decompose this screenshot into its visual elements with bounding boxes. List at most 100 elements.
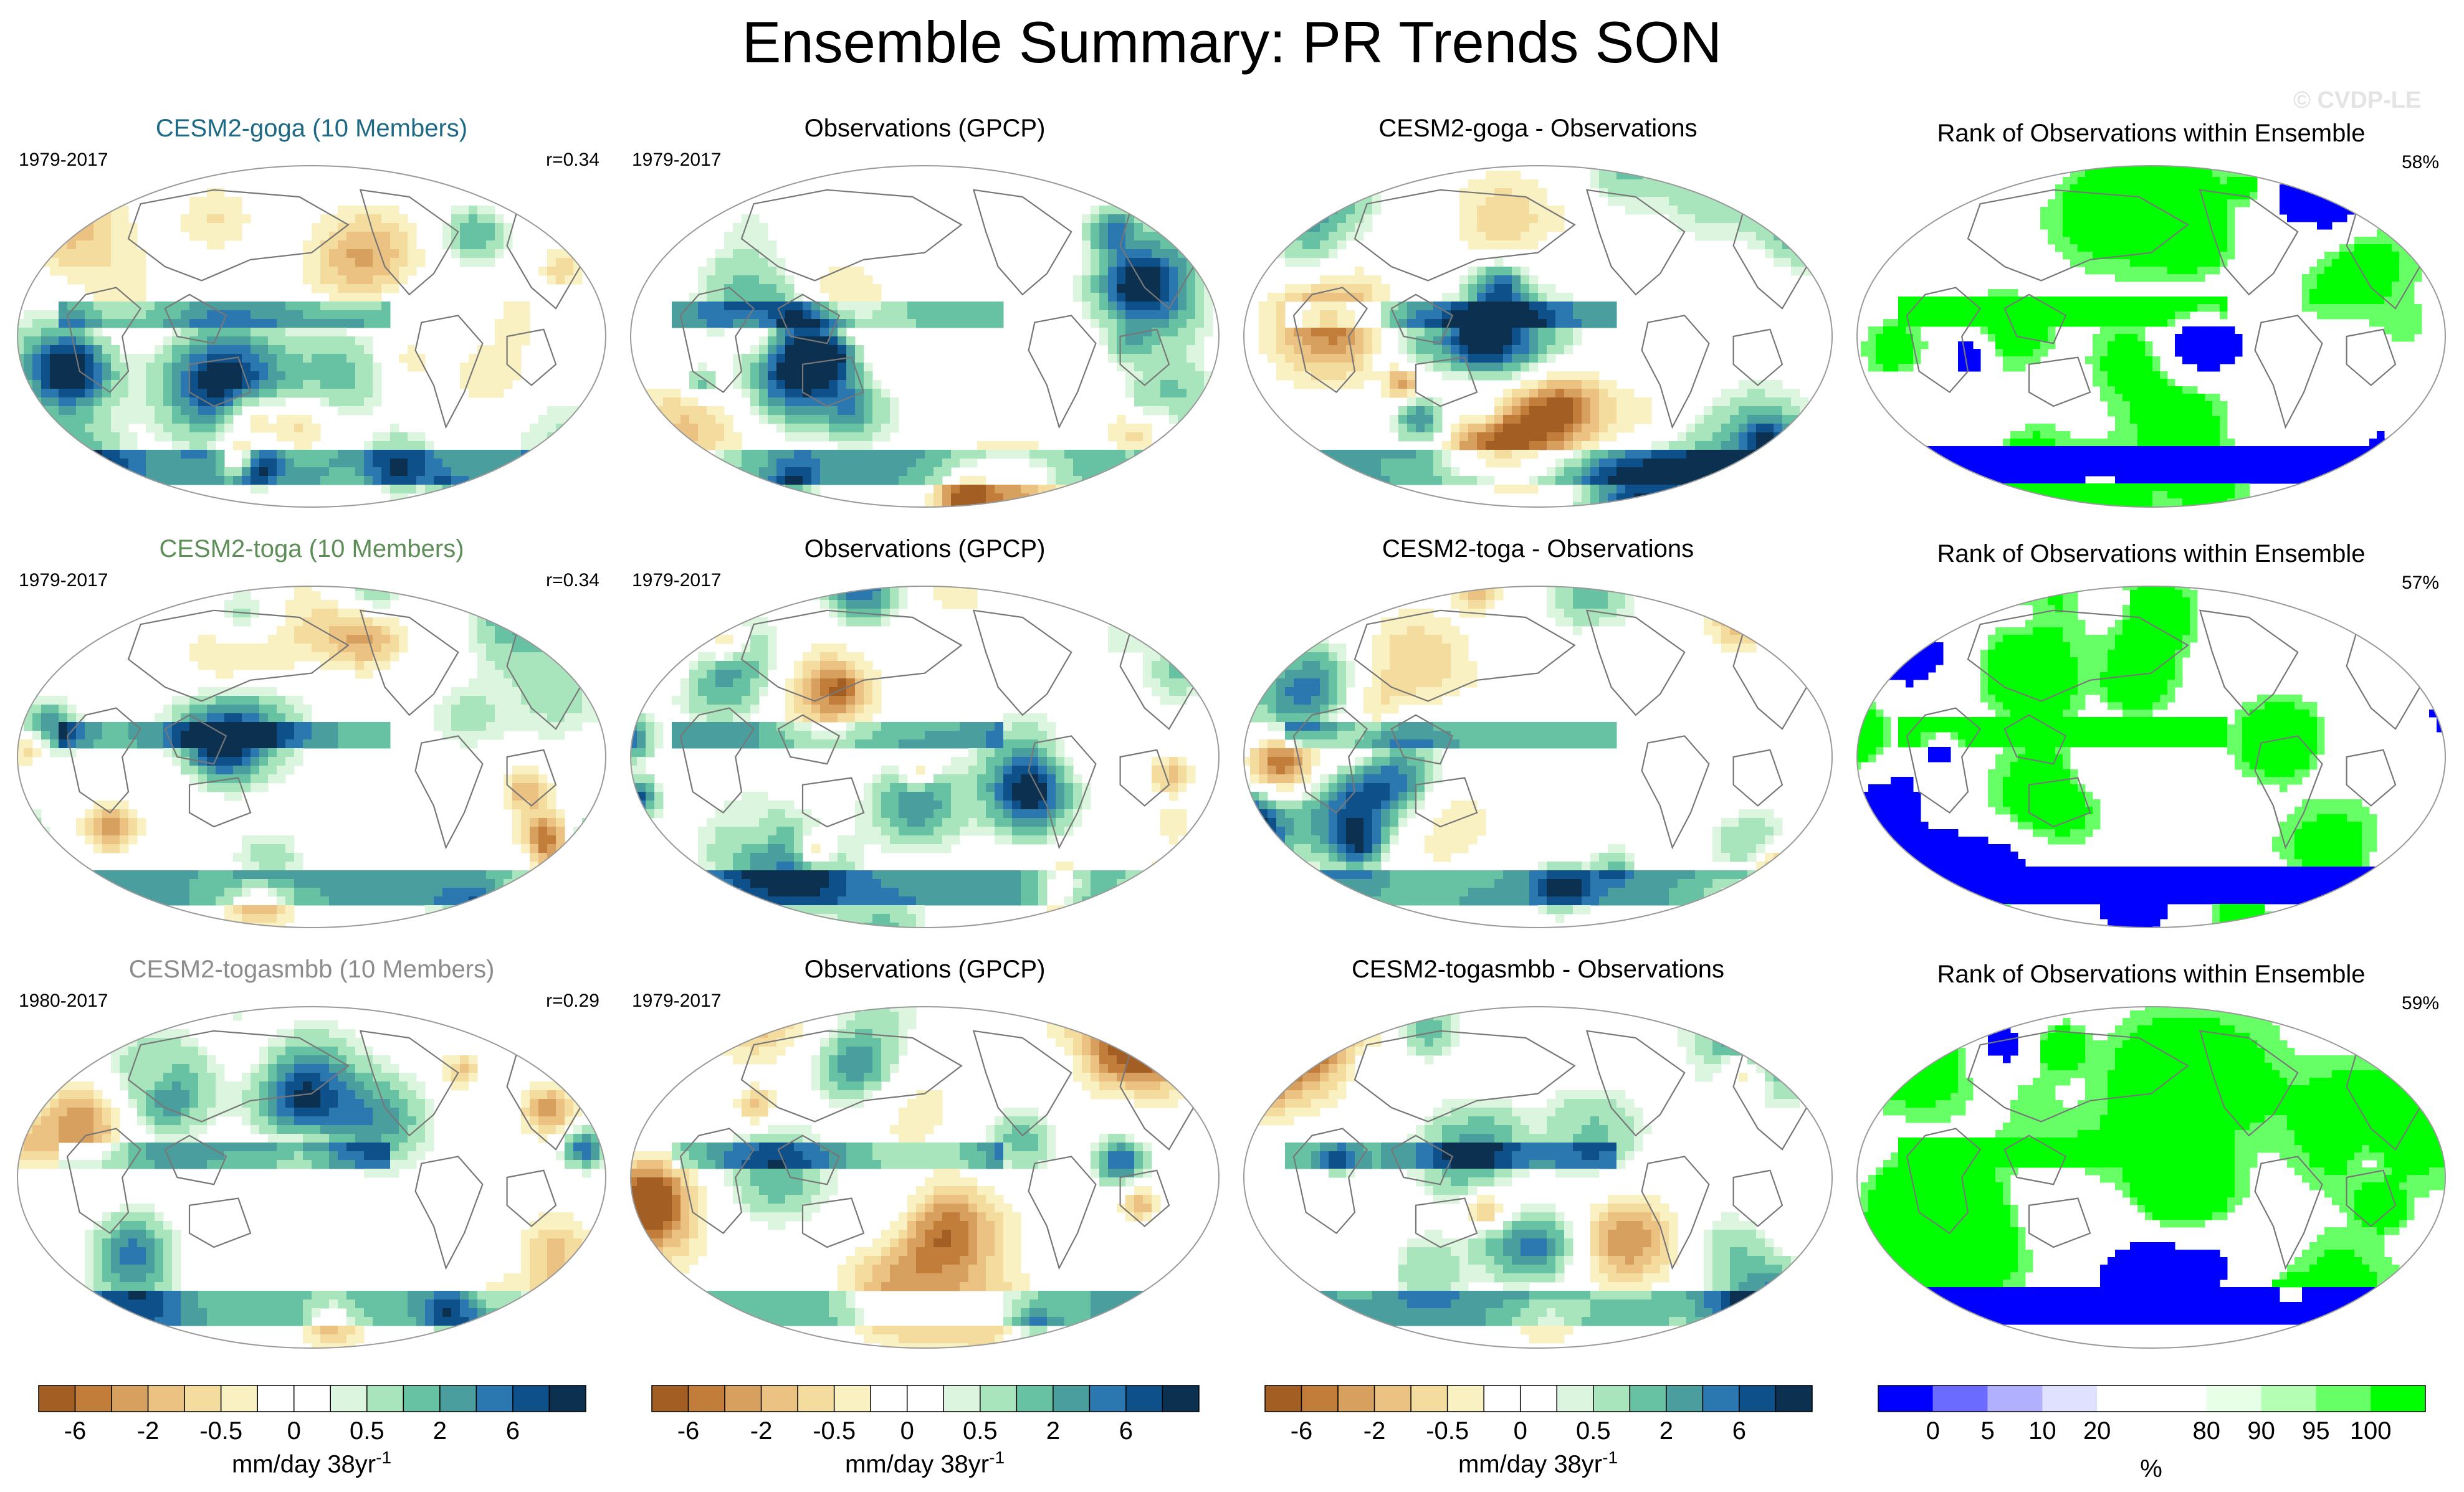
colorbar-swatch bbox=[475, 1385, 513, 1412]
colorbar-swatch bbox=[1666, 1385, 1704, 1412]
colorbar-swatch bbox=[38, 1385, 76, 1412]
continent-outline bbox=[2199, 609, 2299, 716]
map-field bbox=[17, 1007, 606, 1348]
continent-outline bbox=[777, 293, 841, 344]
colorbar-swatch bbox=[2371, 1385, 2425, 1412]
colorbar-svg: -6 -2 -0.5 0 0.5 2 6 bbox=[651, 1385, 1200, 1445]
colorbar-tick-label: -0.5 bbox=[199, 1417, 242, 1445]
colorbar-tick-label: -6 bbox=[1291, 1417, 1313, 1445]
panel-title: CESM2-toga - Observations bbox=[1382, 535, 1694, 563]
colorbar-swatch bbox=[651, 1385, 689, 1412]
continent-outline bbox=[188, 777, 252, 828]
map-border bbox=[1243, 586, 1833, 928]
continent-outline bbox=[414, 735, 484, 850]
colorbar-diff: -6 -2 -0.5 0 0.5 2 6 mm/day 38yr-1 bbox=[1233, 1382, 1843, 1488]
continent-outline bbox=[188, 1197, 252, 1248]
continent-outline bbox=[801, 777, 865, 828]
panel-row2-rank: Rank of Observations within Ensemble 57% bbox=[1846, 533, 2457, 931]
continent-outline bbox=[1390, 1134, 1454, 1186]
trend-map bbox=[630, 1006, 1220, 1349]
colorbar-tick-label: 0.5 bbox=[350, 1417, 384, 1445]
rank-map bbox=[1856, 1006, 2446, 1349]
continent-outline bbox=[1415, 777, 1478, 828]
trend-map bbox=[17, 586, 606, 928]
correlation-label: r=0.34 bbox=[546, 150, 599, 170]
continent-outline bbox=[2199, 189, 2299, 296]
colorbar-swatch bbox=[74, 1385, 112, 1412]
colorbar-swatch bbox=[1053, 1385, 1091, 1412]
colorbar-tick-label: 6 bbox=[1119, 1417, 1133, 1445]
continent-outline bbox=[1028, 1156, 1097, 1270]
continent-outline bbox=[66, 1128, 142, 1235]
panel-title: CESM2-goga (10 Members) bbox=[155, 115, 468, 142]
colorbar-tick-label: -0.5 bbox=[1426, 1417, 1469, 1445]
panel-row1-rank: Rank of Observations within Ensemble 58% bbox=[1846, 112, 2457, 511]
panel-title: Rank of Observations within Ensemble bbox=[1937, 961, 2366, 988]
colorbar-swatch bbox=[870, 1385, 908, 1412]
continent-outline bbox=[1967, 189, 2189, 282]
colorbar-swatch bbox=[257, 1385, 295, 1412]
continent-outline bbox=[1119, 1169, 1170, 1227]
continent-outline bbox=[127, 1030, 350, 1123]
panel-title: Rank of Observations within Ensemble bbox=[1937, 120, 2366, 147]
colorbar-swatch bbox=[1556, 1385, 1594, 1412]
map-field bbox=[1244, 586, 1832, 928]
colorbar-tick-label: 6 bbox=[1732, 1417, 1746, 1445]
continent-outline bbox=[1585, 609, 1686, 716]
continent-outline bbox=[2346, 328, 2397, 386]
colorbar-tick-label: 2 bbox=[433, 1417, 447, 1445]
continent-outline bbox=[2028, 777, 2091, 828]
colorbar-unit: mm/day 38yr-1 bbox=[844, 1448, 1005, 1478]
continent-outline bbox=[1967, 609, 2189, 702]
trend-map bbox=[630, 165, 1220, 508]
colorbar-swatch bbox=[1739, 1385, 1777, 1412]
continent-outline bbox=[1292, 287, 1368, 394]
panel-row2-obs: Observations (GPCP) 1979-2017 bbox=[619, 533, 1230, 931]
panel-row1-diff: CESM2-goga - Observations bbox=[1233, 112, 1843, 511]
continent-outline bbox=[127, 189, 350, 282]
colorbar-swatch bbox=[1089, 1385, 1127, 1412]
map-border bbox=[17, 1006, 606, 1349]
colorbar-swatch bbox=[1337, 1385, 1375, 1412]
panel-row1-model: CESM2-goga (10 Members) 1979-2017 r=0.34 bbox=[6, 112, 617, 511]
colorbar-unit: mm/day 38yr-1 bbox=[1458, 1448, 1618, 1478]
trend-map bbox=[630, 586, 1220, 928]
colorbar-swatch bbox=[1629, 1385, 1667, 1412]
percent-label: 58% bbox=[2401, 152, 2439, 173]
continent-outline bbox=[164, 293, 227, 344]
map-field bbox=[17, 586, 606, 928]
colorbar-unit: mm/day 38yr-1 bbox=[231, 1448, 392, 1478]
colorbar-svg: 0 5 10 20 80 90 95 100 bbox=[1878, 1385, 2426, 1445]
colorbar-tick-label: 0 bbox=[287, 1417, 301, 1445]
map-border bbox=[1856, 1006, 2446, 1349]
rank-map bbox=[1856, 586, 2446, 928]
period-label: 1979-2017 bbox=[19, 150, 108, 170]
panel-row2-model: CESM2-toga (10 Members) 1979-2017 r=0.34 bbox=[6, 533, 617, 931]
figure-title: Ensemble Summary: PR Trends SON bbox=[742, 9, 1722, 75]
map-border bbox=[630, 586, 1220, 928]
map-field bbox=[1244, 1007, 1832, 1348]
continent-outline bbox=[359, 1030, 459, 1137]
percent-label: 59% bbox=[2401, 993, 2439, 1014]
colorbar-swatch bbox=[1301, 1385, 1339, 1412]
continent-outline bbox=[972, 189, 1072, 296]
map-field bbox=[1857, 1007, 2445, 1348]
difference-map bbox=[1243, 1006, 1833, 1349]
colorbar-unit: % bbox=[2140, 1455, 2162, 1483]
colorbar-swatch bbox=[111, 1385, 149, 1412]
colorbar-swatch bbox=[2042, 1385, 2098, 1412]
colorbar-tick-label: -2 bbox=[1363, 1417, 1386, 1445]
colorbar-tick-label: 2 bbox=[1659, 1417, 1673, 1445]
colorbar-swatch bbox=[1446, 1385, 1484, 1412]
map-border bbox=[1243, 165, 1833, 508]
continent-outline bbox=[188, 356, 252, 407]
colorbar-swatch bbox=[548, 1385, 586, 1412]
trend-map bbox=[17, 1006, 606, 1349]
colorbar-tick-label: 95 bbox=[2302, 1417, 2330, 1445]
rank-map bbox=[1856, 165, 2446, 508]
colorbar-tick-label: 5 bbox=[1980, 1417, 1994, 1445]
difference-map bbox=[1243, 165, 1833, 508]
continent-outline bbox=[2003, 1134, 2067, 1186]
map-field bbox=[1244, 166, 1832, 507]
watermark: © CVDP-LE bbox=[2293, 87, 2422, 113]
